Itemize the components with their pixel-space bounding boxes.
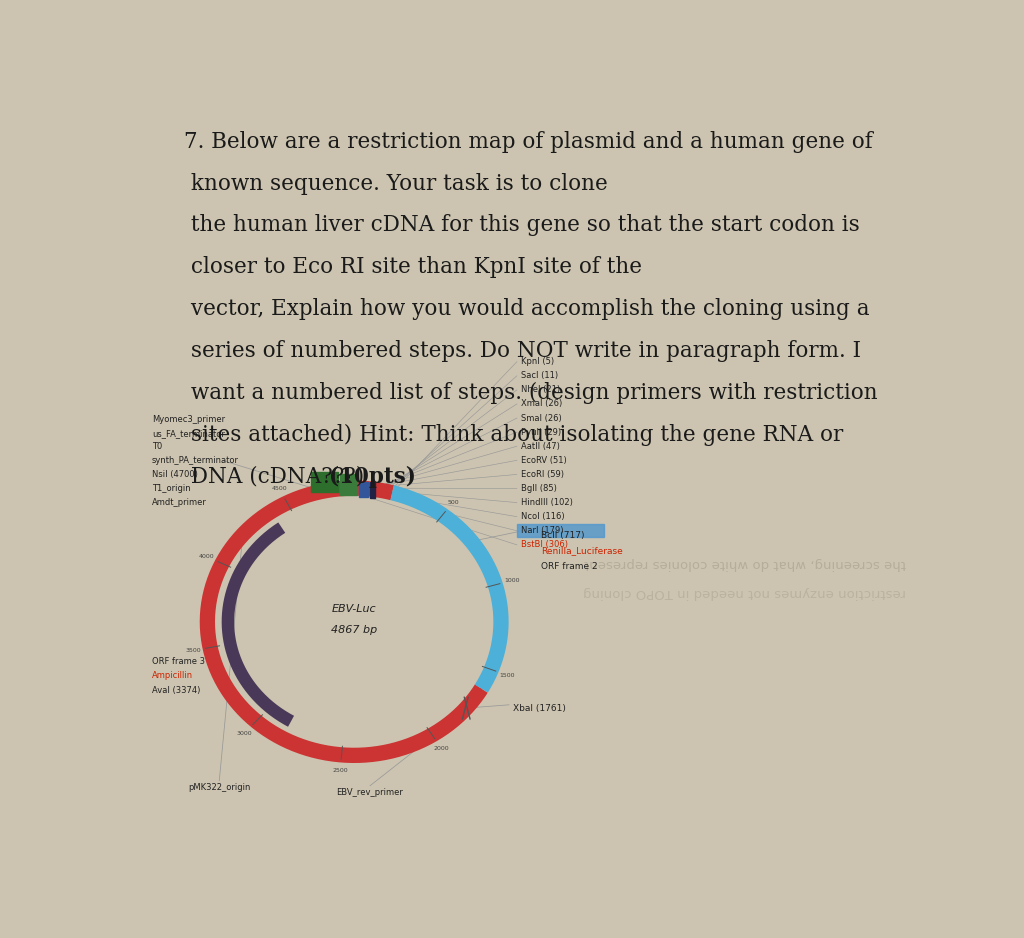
Text: EcoRI (59): EcoRI (59): [521, 470, 564, 479]
Text: 7. Below are a restriction map of plasmid and a human gene of: 7. Below are a restriction map of plasmi…: [183, 130, 872, 153]
Bar: [517, 524, 604, 537]
Text: known sequence. Your task is to clone: known sequence. Your task is to clone: [183, 173, 607, 194]
Bar: [359, 482, 369, 497]
Text: XbaI (1761): XbaI (1761): [513, 704, 566, 713]
Text: BglI (85): BglI (85): [521, 484, 557, 493]
Text: NheI (21): NheI (21): [521, 386, 560, 394]
Text: 4867 bp: 4867 bp: [331, 626, 377, 635]
Text: closer to Eco RI site than KpnI site of the: closer to Eco RI site than KpnI site of …: [183, 256, 642, 279]
Text: 4500: 4500: [271, 486, 287, 492]
Text: 1500: 1500: [500, 673, 515, 678]
Text: series of numbered steps. Do NOT write in paragraph form. I: series of numbered steps. Do NOT write i…: [183, 340, 860, 362]
Bar: [310, 472, 338, 492]
Text: T1_origin: T1_origin: [152, 484, 190, 492]
Text: sites attached) Hint: Think about isolating the gene RNA or: sites attached) Hint: Think about isolat…: [183, 424, 843, 446]
Text: NarI (179): NarI (179): [521, 526, 563, 536]
Text: EBV-Luc: EBV-Luc: [332, 604, 377, 613]
Text: SacI (11): SacI (11): [521, 371, 558, 380]
Text: 4000: 4000: [199, 554, 214, 559]
Text: AvaI (3374): AvaI (3374): [152, 686, 200, 695]
Text: the screening, what do white colonies represent: the screening, what do white colonies re…: [584, 557, 905, 570]
Text: 2500: 2500: [332, 768, 348, 773]
Text: T0: T0: [152, 443, 162, 451]
Text: synth_PA_terminator: synth_PA_terminator: [152, 456, 239, 465]
Text: AatII (47): AatII (47): [521, 442, 560, 451]
Text: HindIII (102): HindIII (102): [521, 498, 572, 507]
Text: Amdt_primer: Amdt_primer: [152, 498, 207, 507]
Text: BclI (717): BclI (717): [541, 531, 584, 539]
Text: EBV_rev_primer: EBV_rev_primer: [337, 789, 403, 797]
Text: ORF frame 2: ORF frame 2: [541, 563, 597, 571]
Text: 500: 500: [447, 500, 459, 505]
Text: NcoI (116): NcoI (116): [521, 512, 564, 522]
Text: DNA (cDNA???): DNA (cDNA???): [183, 466, 371, 488]
Text: XmaI (26): XmaI (26): [521, 400, 562, 408]
Text: Myomec3_primer: Myomec3_primer: [152, 415, 225, 424]
Text: pMK322_origin: pMK322_origin: [188, 783, 251, 793]
Text: KpnI (5): KpnI (5): [521, 357, 554, 366]
Text: Renilla_Luciferase: Renilla_Luciferase: [541, 547, 623, 555]
Bar: [340, 474, 357, 495]
Text: NsiI (4700): NsiI (4700): [152, 470, 198, 479]
Text: the human liver cDNA for this gene so that the start codon is: the human liver cDNA for this gene so th…: [183, 215, 859, 236]
Text: restriction enzymes not needed in TOPO cloning: restriction enzymes not needed in TOPO c…: [583, 586, 905, 599]
Text: vector, Explain how you would accomplish the cloning using a: vector, Explain how you would accomplish…: [183, 298, 869, 320]
Bar: [370, 482, 375, 498]
Text: EcoRV (51): EcoRV (51): [521, 456, 566, 465]
Text: us_FA_terminator: us_FA_terminator: [152, 429, 224, 438]
Text: want a numbered list of steps. (design primers with restriction: want a numbered list of steps. (design p…: [183, 382, 878, 404]
Text: ORF frame 3: ORF frame 3: [152, 657, 205, 666]
Text: SmaI (26): SmaI (26): [521, 414, 561, 423]
Text: PvuII (29): PvuII (29): [521, 428, 561, 437]
Text: 3000: 3000: [237, 731, 252, 735]
Text: BstBI (306): BstBI (306): [521, 540, 568, 550]
Text: 1000: 1000: [504, 578, 520, 582]
Text: Ampicillin: Ampicillin: [152, 672, 193, 680]
Text: (10pts): (10pts): [329, 466, 416, 488]
Text: 3500: 3500: [185, 648, 201, 653]
Text: 2000: 2000: [433, 746, 450, 751]
